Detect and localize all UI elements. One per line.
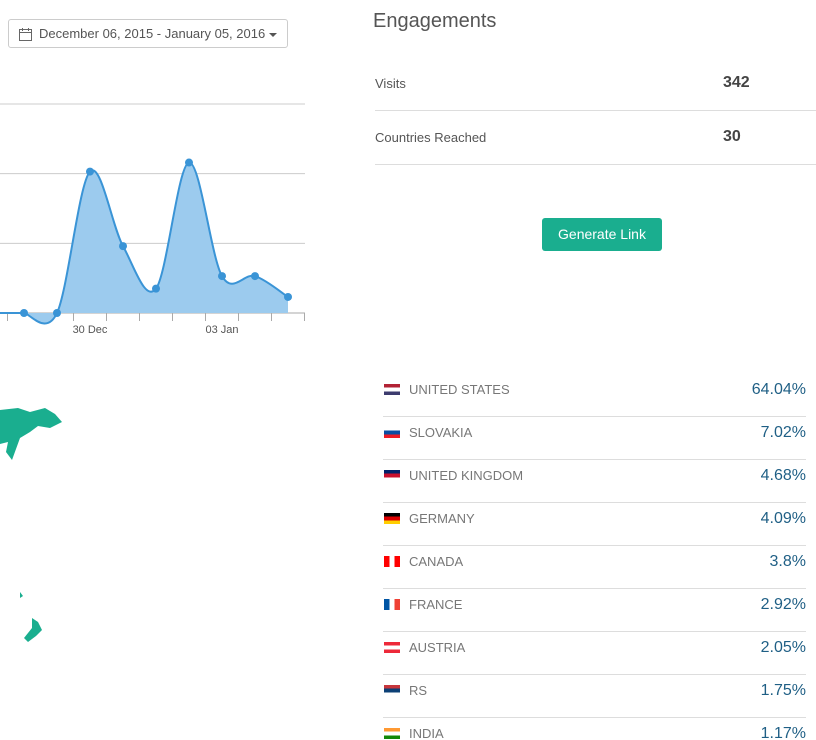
country-share: 1.75% xyxy=(760,682,806,699)
country-name: RS xyxy=(409,683,428,698)
x-tick-label: 30 Dec xyxy=(73,324,108,336)
country-share: 2.05% xyxy=(760,639,806,656)
country-name: GERMANY xyxy=(409,511,475,526)
flag-icon xyxy=(384,470,400,481)
country-share: 4.68% xyxy=(760,467,806,484)
x-tick-label: 03 Jan xyxy=(205,324,238,336)
flag-icon xyxy=(384,427,400,438)
calendar-icon xyxy=(19,28,32,41)
flag-icon xyxy=(384,556,400,567)
visits-chart: 30 Dec 03 Jan xyxy=(0,103,305,336)
flag-icon xyxy=(384,599,400,610)
country-share: 7.02% xyxy=(760,424,806,441)
point xyxy=(185,158,193,167)
country-row: UNITED KINGDOM 4.68% xyxy=(383,459,806,503)
country-name: FRANCE xyxy=(409,597,463,612)
country-share: 2.92% xyxy=(760,596,806,613)
country-share: 64.04% xyxy=(751,381,806,398)
country-name: SLOVAKIA xyxy=(409,425,473,440)
country-name: AUSTRIA xyxy=(409,640,466,655)
point xyxy=(284,292,292,301)
flag-icon xyxy=(384,513,400,524)
point xyxy=(152,284,160,293)
point xyxy=(86,167,94,176)
engagement-value: 30 xyxy=(723,128,741,145)
country-row: UNITED STATES 64.04% xyxy=(383,373,806,417)
engagement-value: 342 xyxy=(723,74,750,91)
country-row: CANADA 3.8% xyxy=(383,545,806,589)
engagement-row: Visits 342 xyxy=(375,56,816,111)
engagements-title: Engagements xyxy=(373,10,497,32)
date-picker[interactable]: December 06, 2015 - January 05, 2016 xyxy=(8,19,288,48)
point xyxy=(251,272,259,281)
country-share: 4.09% xyxy=(760,510,806,527)
flag-icon xyxy=(384,685,400,696)
country-name: UNITED STATES xyxy=(409,382,510,397)
date-range: December 06, 2015 - January 05, 2016 xyxy=(39,26,266,41)
country-row: GERMANY 4.09% xyxy=(383,502,806,546)
flag-icon xyxy=(384,728,400,739)
country-name: CANADA xyxy=(409,554,464,569)
caret xyxy=(269,33,277,37)
country-row: RS 1.75% xyxy=(383,674,806,718)
area xyxy=(24,162,288,324)
country-row: FRANCE 2.92% xyxy=(383,588,806,632)
country-share: 1.17% xyxy=(760,725,806,740)
point xyxy=(218,272,226,281)
country-row: SLOVAKIA 7.02% xyxy=(383,416,806,460)
point xyxy=(20,309,28,317)
country-name: UNITED KINGDOM xyxy=(409,468,524,483)
country-share: 3.8% xyxy=(769,553,806,570)
country-name: INDIA xyxy=(409,726,444,740)
country-row: AUSTRIA 2.05% xyxy=(383,631,806,675)
flag-icon xyxy=(384,384,400,395)
flag-icon xyxy=(384,642,400,653)
country-row: INDIA 1.17% xyxy=(383,717,806,740)
engagement-label: Visits xyxy=(375,76,406,91)
engagement-row: Countries Reached 30 xyxy=(375,110,816,165)
point xyxy=(53,309,61,317)
point xyxy=(119,242,127,251)
map xyxy=(0,408,62,642)
generate-link-button[interactable]: Generate Link xyxy=(542,218,662,251)
engagement-label: Countries Reached xyxy=(375,130,487,145)
